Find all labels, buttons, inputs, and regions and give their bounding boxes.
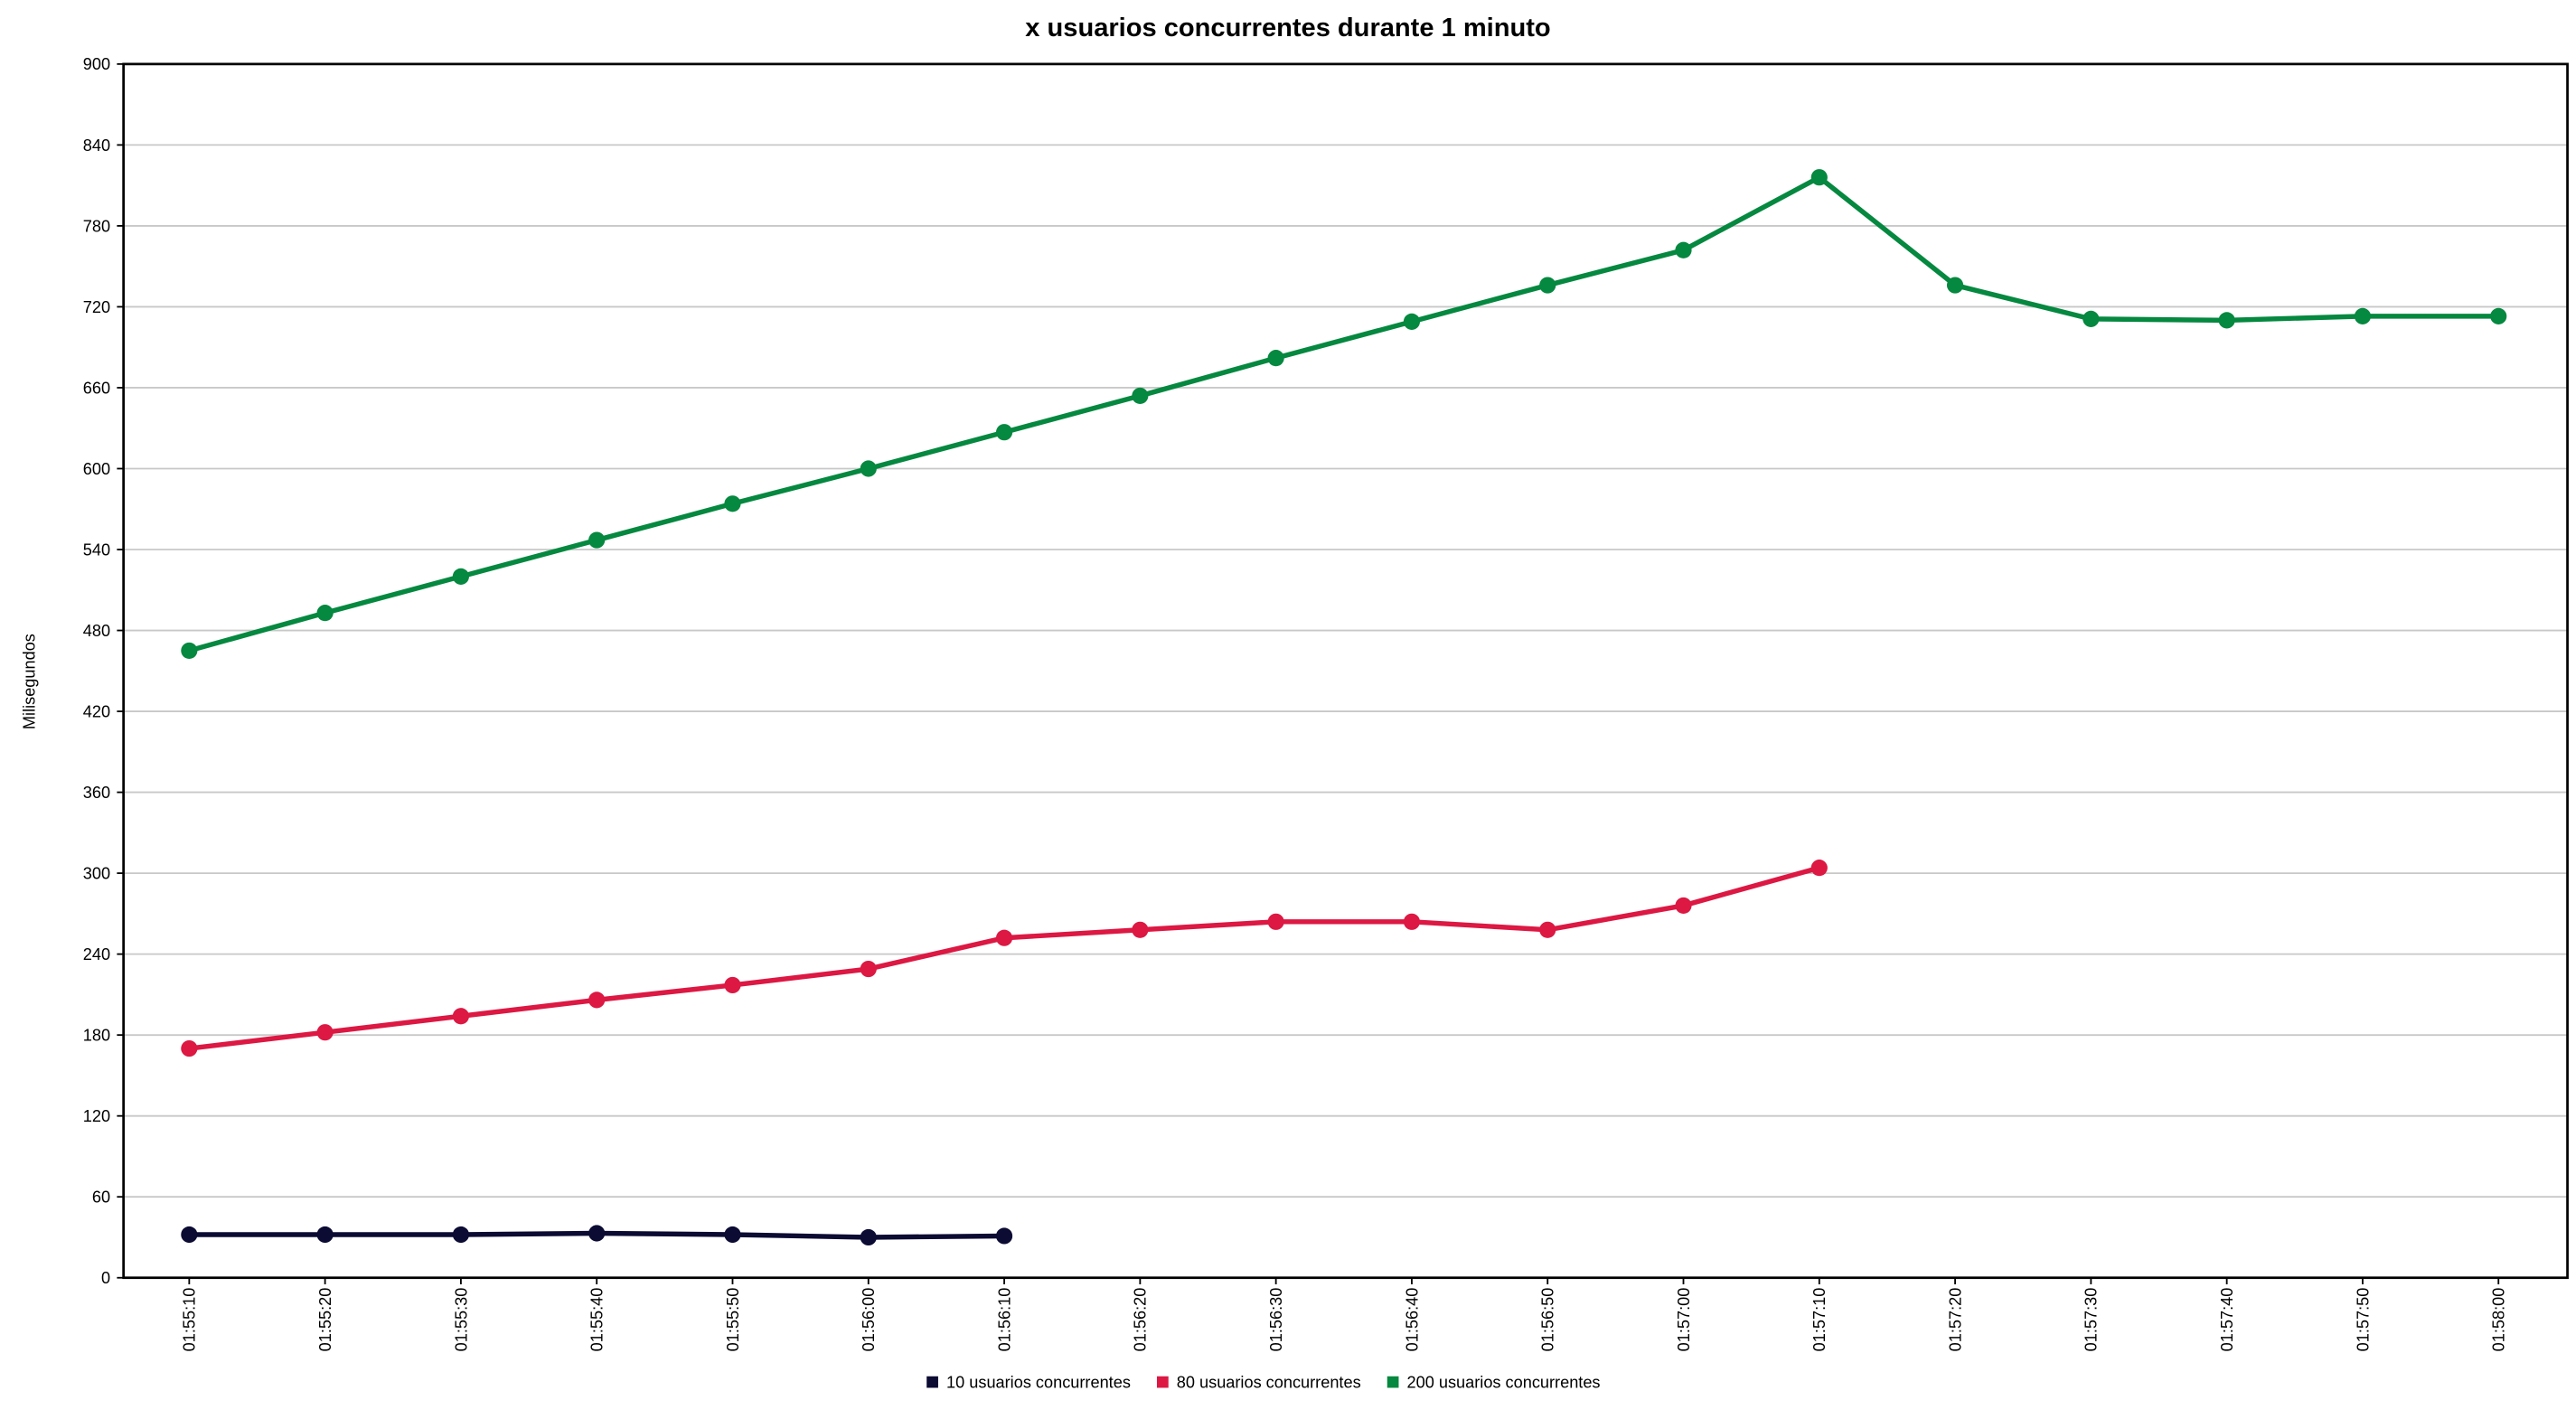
data-point	[452, 1226, 470, 1244]
data-point	[588, 531, 606, 549]
x-tick-label: 01:57:50	[2354, 1288, 2372, 1352]
data-point	[1810, 860, 1828, 877]
y-tick-label: 540	[83, 540, 110, 559]
y-tick-label: 480	[83, 622, 110, 640]
x-tick-label: 01:56:40	[1403, 1288, 1421, 1352]
x-tick-label: 01:56:20	[1132, 1288, 1150, 1352]
y-tick-label: 0	[101, 1269, 110, 1287]
data-point	[995, 1227, 1013, 1245]
x-tick-label: 01:55:10	[181, 1288, 199, 1352]
data-point	[2490, 307, 2507, 324]
chart-title: x usuarios concurrentes durante 1 minuto	[1025, 14, 1550, 42]
data-point	[316, 605, 334, 622]
x-tick-label: 01:57:40	[2218, 1288, 2236, 1352]
data-point	[1810, 169, 1828, 186]
data-point	[1132, 921, 1149, 938]
series-line	[188, 174, 2499, 653]
data-point	[181, 1226, 198, 1244]
legend: 10 usuarios concurrentes 80 usuarios conc…	[926, 1373, 1601, 1391]
data-point	[181, 1039, 198, 1057]
data-point	[588, 991, 606, 1009]
y-tick-label: 900	[83, 55, 110, 73]
x-tick-label: 01:55:20	[316, 1288, 334, 1352]
series-line	[189, 865, 1820, 1051]
data-point	[1675, 897, 1692, 915]
y-tick-label: 840	[83, 136, 110, 155]
data-point	[1132, 387, 1149, 405]
y-tick-label: 300	[83, 864, 110, 882]
data-point	[2354, 307, 2372, 324]
data-point	[452, 1008, 470, 1025]
x-tick-label: 01:56:50	[1539, 1288, 1557, 1352]
data-point	[860, 1228, 877, 1246]
data-point	[860, 460, 877, 477]
data-point	[316, 1024, 334, 1041]
data-point	[1539, 277, 1556, 294]
data-point	[452, 568, 470, 585]
data-point	[724, 976, 741, 994]
y-tick-label: 180	[83, 1027, 110, 1045]
data-point	[2218, 312, 2235, 329]
data-point	[316, 1226, 334, 1244]
data-point	[724, 1226, 741, 1244]
data-point	[1675, 241, 1692, 258]
y-axis-label: Milisegundos	[21, 634, 39, 729]
data-point	[588, 1225, 606, 1242]
legend-swatch	[1156, 1376, 1169, 1388]
data-point	[181, 642, 198, 660]
data-point	[1267, 913, 1284, 930]
data-point	[995, 424, 1013, 441]
x-tick-label: 01:58:00	[2490, 1288, 2508, 1352]
x-tick-label: 01:57:20	[1946, 1288, 1964, 1352]
y-tick-label: 240	[83, 945, 110, 963]
plot-frame	[122, 62, 2569, 1280]
x-tick-label: 01:56:30	[1267, 1288, 1285, 1352]
y-tick-label: 60	[92, 1189, 110, 1207]
data-point	[860, 960, 877, 978]
legend-swatch	[1387, 1376, 1399, 1388]
x-tick-label: 01:55:40	[588, 1288, 606, 1352]
data-point	[1403, 913, 1421, 930]
y-tick-label: 600	[83, 460, 110, 478]
data-point	[1267, 350, 1284, 367]
legend-label: 200 usuarios concurrentes	[1407, 1373, 1601, 1391]
y-tick-label: 120	[83, 1107, 110, 1125]
data-point	[1403, 313, 1421, 330]
x-tick-label: 01:56:10	[995, 1288, 1013, 1352]
y-tick-label: 360	[83, 784, 110, 802]
y-tick-label: 420	[83, 702, 110, 720]
y-tick-label: 780	[83, 217, 110, 235]
x-tick-label: 01:55:30	[452, 1288, 470, 1352]
data-point	[1539, 921, 1556, 938]
legend-label: 10 usuarios concurrentes	[946, 1373, 1131, 1391]
x-tick-label: 01:56:00	[860, 1288, 878, 1352]
data-point	[724, 495, 741, 512]
data-point	[2082, 310, 2100, 327]
x-tick-label: 01:55:50	[724, 1288, 742, 1352]
x-tick-label: 01:57:00	[1675, 1288, 1693, 1352]
data-point	[1946, 277, 1964, 294]
x-tick-label: 01:57:10	[1810, 1288, 1829, 1352]
data-point	[995, 929, 1013, 946]
x-tick-label: 01:57:30	[2082, 1288, 2101, 1352]
y-tick-label: 720	[83, 298, 110, 316]
legend-label: 80 usuarios concurrentes	[1177, 1373, 1361, 1391]
y-tick-label: 660	[83, 379, 110, 397]
legend-swatch	[926, 1376, 938, 1388]
